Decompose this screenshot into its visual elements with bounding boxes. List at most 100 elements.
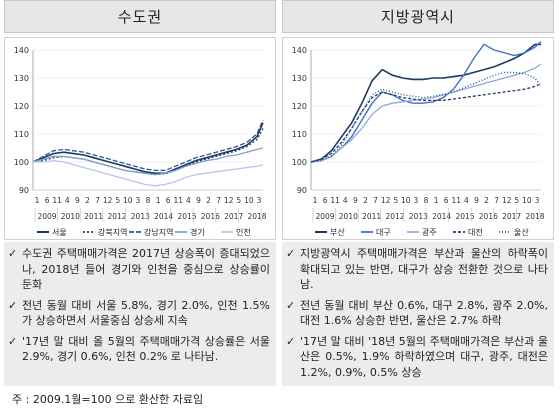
year-label: 2012 <box>385 212 404 221</box>
check-icon: ✓ <box>8 298 18 312</box>
x-tick-label: 6 <box>45 196 50 205</box>
x-tick-label: 10 <box>401 196 411 205</box>
x-tick-label: 4 <box>186 196 191 205</box>
y-tick-label: 110 <box>14 130 29 139</box>
x-tick-label: 11 <box>173 196 183 205</box>
x-tick-label: 6 <box>323 196 328 205</box>
year-label: 2011 <box>84 212 103 221</box>
legend-label: 울산 <box>514 227 529 237</box>
x-tick-label: 7 <box>95 196 100 205</box>
x-tick-label: 12 <box>224 196 234 205</box>
x-tick-label: 10 <box>522 196 532 205</box>
panel-capital-area: 수도권 90 100 110 120 130 140 1 6 11 4 9 2 7 12 5 10 3 8 1 6 11… <box>4 0 276 410</box>
year-label: 2012 <box>107 212 126 221</box>
series-line-경기 <box>32 147 264 176</box>
x-tick-label: 12 <box>502 196 512 205</box>
x-tick-label: 3 <box>136 196 141 205</box>
note-item: ✓ 수도권 주택매매가격은 2017년 상승폭이 증대되었으나, 2018년 들… <box>8 246 270 293</box>
year-label: 2013 <box>131 212 150 221</box>
year-label: 2018 <box>247 212 266 221</box>
series-line-대구 <box>310 41 542 163</box>
note-item: ✓ 지방광역시 주택매매가격은 부산과 울산의 하락폭이 확대되고 있는 반면,… <box>286 246 548 293</box>
x-tick-label: 9 <box>75 196 80 205</box>
x-tick-label: 3 <box>414 196 419 205</box>
y-tick-label: 100 <box>14 158 29 167</box>
check-icon: ✓ <box>286 334 296 348</box>
x-tick-label: 5 <box>115 196 120 205</box>
notes-metropolitan-cities: ✓ 지방광역시 주택매매가격은 부산과 울산의 하락폭이 확대되고 있는 반면,… <box>282 242 554 386</box>
x-tick-label: 11 <box>330 196 340 205</box>
note-text: 전년 동월 대비 부산 0.6%, 대구 2.8%, 광주 2.0%, 대전 1… <box>300 298 548 328</box>
x-tick-label: 9 <box>196 196 201 205</box>
year-label: 2010 <box>339 212 358 221</box>
y-tick-label: 130 <box>292 74 307 83</box>
check-icon: ✓ <box>8 334 18 348</box>
y-tick-label: 120 <box>292 102 307 111</box>
x-tick-label: 2 <box>484 196 489 205</box>
year-label: 2016 <box>201 212 220 221</box>
legend-label: 경기 <box>190 227 205 237</box>
x-tick-label: 2 <box>206 196 211 205</box>
x-tick-label: 12 <box>381 196 391 205</box>
x-tick-label: 1 <box>313 196 318 205</box>
legend-label: 대전 <box>468 227 483 237</box>
note-text: '17년 말 대비 올 5월의 주택매매가격 상승률은 서울 2.9%, 경기 … <box>22 334 270 364</box>
x-tick-label: 10 <box>244 196 254 205</box>
series-line-광주 <box>310 63 542 163</box>
note-text: 수도권 주택매매가격은 2017년 상승폭이 증대되었으나, 2018년 들어 … <box>22 247 270 291</box>
x-tick-label: 4 <box>65 196 70 205</box>
year-label: 2016 <box>479 212 498 221</box>
chart-capital-area: 90 100 110 120 130 140 1 6 11 4 9 2 7 12 5 10 3 8 1 6 11 4 9 2 7… <box>4 37 276 240</box>
x-tick-label: 1 <box>434 196 439 205</box>
x-tick-label: 7 <box>373 196 378 205</box>
year-label: 2017 <box>502 212 521 221</box>
y-tick-label: 90 <box>19 186 29 195</box>
x-tick-label: 7 <box>494 196 499 205</box>
chart-metropolitan-cities: 90 100 110 120 130 140 1 6 11 4 9 2 7 12 5 10 3 8 1 6 11 4 9 2 7… <box>282 37 554 240</box>
series-line-대전 <box>310 83 542 163</box>
series-line-울산 <box>310 71 542 163</box>
x-tick-label: 2 <box>363 196 368 205</box>
note-item: ✓ '17년 말 대비 올 5월의 주택매매가격 상승률은 서울 2.9%, 경… <box>8 334 270 365</box>
legend-label: 강남지역 <box>144 227 173 237</box>
x-tick-label: 6 <box>166 196 171 205</box>
note-text: '17년 말 대비 '18년 5월의 주택매매가격은 부산과 울산은 0.5%,… <box>300 334 548 379</box>
check-icon: ✓ <box>8 247 18 260</box>
x-tick-label: 8 <box>424 196 429 205</box>
x-tick-label: 7 <box>216 196 221 205</box>
year-label: 2011 <box>362 212 381 221</box>
x-tick-label: 4 <box>464 196 469 205</box>
x-tick-label: 3 <box>535 196 540 205</box>
year-label: 2009 <box>37 212 56 221</box>
check-icon: ✓ <box>286 247 296 260</box>
y-tick-label: 100 <box>292 158 307 167</box>
note-text: 전년 동월 대비 서울 5.8%, 경기 2.0%, 인천 1.5% 가 상승하… <box>22 298 270 328</box>
series-line-인천 <box>33 159 264 187</box>
y-tick-label: 140 <box>292 46 307 55</box>
year-label: 2013 <box>409 212 428 221</box>
legend-label: 인천 <box>236 227 251 237</box>
panel-title: 수도권 <box>4 0 276 33</box>
x-tick-label: 5 <box>514 196 519 205</box>
x-tick-label: 1 <box>156 196 161 205</box>
y-tick-label: 130 <box>14 74 29 83</box>
year-label: 2017 <box>224 212 243 221</box>
year-label: 2009 <box>315 212 334 221</box>
year-label: 2014 <box>154 212 173 221</box>
x-tick-label: 5 <box>236 196 241 205</box>
check-icon: ✓ <box>286 298 296 312</box>
panel-metropolitan-cities: 지방광역시 90 100 110 120 130 140 1 6 11 4 9 2 7 12 5 10 3 8 1 6… <box>282 0 554 410</box>
y-tick-label: 140 <box>14 46 29 55</box>
x-tick-label: 5 <box>393 196 398 205</box>
year-label: 2010 <box>61 212 80 221</box>
legend-label: 광주 <box>422 227 437 237</box>
y-tick-label: 120 <box>14 102 29 111</box>
note-item: ✓ '17년 말 대비 '18년 5월의 주택매매가격은 부산과 울산은 0.5… <box>286 334 548 381</box>
year-label: 2015 <box>177 212 196 221</box>
x-tick-label: 8 <box>146 196 151 205</box>
x-tick-label: 10 <box>123 196 133 205</box>
series-line-부산 <box>310 43 541 163</box>
legend-label: 강북지역 <box>98 227 127 237</box>
note-item: ✓ 전년 동월 대비 서울 5.8%, 경기 2.0%, 인천 1.5% 가 상… <box>8 298 270 329</box>
